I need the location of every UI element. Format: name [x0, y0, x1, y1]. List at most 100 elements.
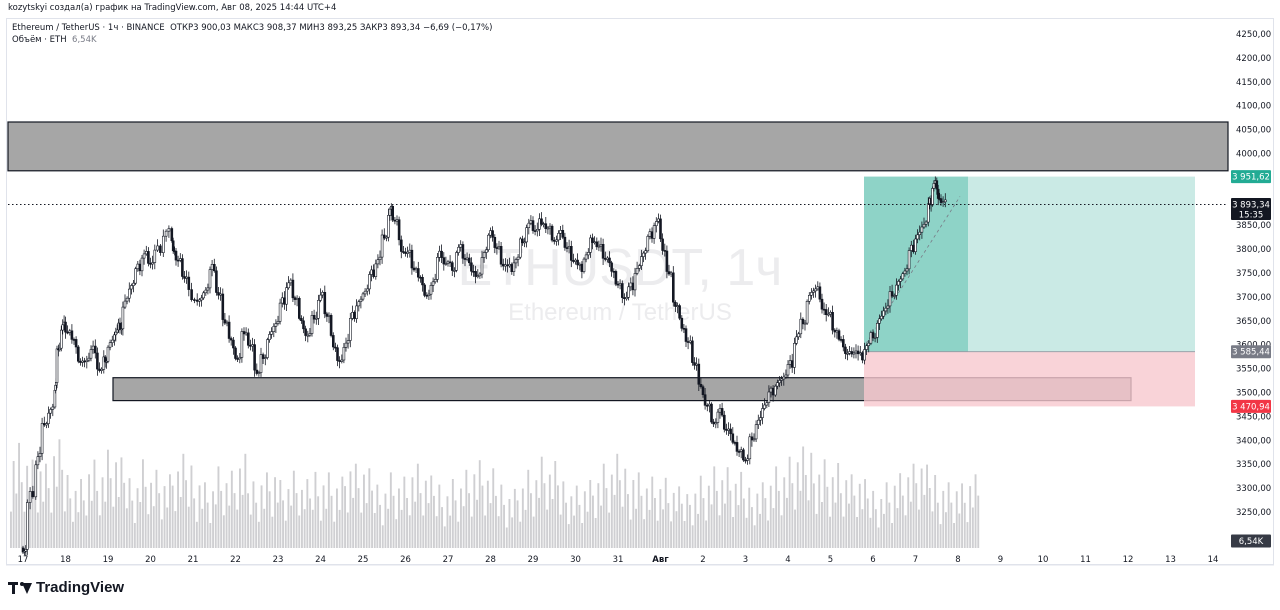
- candle-up: [788, 360, 792, 365]
- candle-down: [565, 247, 569, 249]
- candle-down: [725, 428, 728, 431]
- candle-up: [111, 339, 114, 344]
- volume-bar: [756, 493, 759, 548]
- volume-bar: [363, 474, 365, 548]
- volume-bar: [166, 507, 169, 548]
- volume-bar: [45, 463, 47, 548]
- candle-up: [438, 250, 441, 258]
- volume-bar: [473, 474, 476, 548]
- volume-bar: [893, 485, 896, 548]
- volume-bar: [171, 485, 174, 548]
- candle-down: [661, 238, 664, 251]
- candle-up: [153, 249, 157, 263]
- candle-up: [85, 359, 89, 363]
- volume-bar: [468, 493, 470, 548]
- volume-bar: [198, 485, 201, 548]
- candle-up: [308, 333, 312, 336]
- candle-up: [754, 424, 758, 440]
- candle-down: [705, 404, 709, 407]
- candle-up: [907, 250, 911, 270]
- candle-up: [669, 272, 673, 275]
- candle-down: [31, 491, 35, 498]
- candle-down: [576, 259, 579, 266]
- candle-up: [582, 258, 586, 272]
- volume-bar: [589, 480, 592, 548]
- candle-up: [805, 300, 809, 324]
- candle-down: [850, 351, 854, 355]
- volume-bar: [314, 471, 317, 548]
- volume-bar: [354, 463, 357, 548]
- candle-down: [159, 245, 162, 253]
- candle-up: [538, 218, 541, 230]
- volume-bar: [82, 500, 85, 548]
- candle-up: [793, 342, 796, 368]
- candle-down: [650, 231, 654, 239]
- volume-bar: [767, 520, 769, 548]
- volume-bar: [624, 468, 627, 548]
- volume-bar: [581, 523, 584, 548]
- volume-bar: [478, 460, 481, 548]
- candle-down: [608, 257, 611, 264]
- volume-bar: [605, 488, 608, 548]
- volume-bar: [368, 468, 371, 548]
- resistance-zone[interactable]: [7, 121, 1229, 172]
- volume-bar: [530, 493, 532, 548]
- candle-up: [748, 436, 752, 460]
- candle-up: [918, 231, 922, 235]
- volume-bar: [567, 524, 570, 548]
- candle-down: [720, 408, 724, 416]
- candle-up: [888, 291, 892, 307]
- candle-up: [317, 299, 320, 319]
- candle-down: [236, 358, 239, 360]
- volume-bar: [928, 488, 931, 548]
- x-tick-label: 11: [1080, 555, 1091, 565]
- tradingview-brand[interactable]: TradingView: [8, 579, 124, 596]
- x-tick-label: 28: [485, 555, 496, 565]
- candle-down: [247, 332, 250, 346]
- candle-up: [478, 273, 482, 277]
- candle-up: [858, 352, 862, 355]
- volume-bar: [274, 477, 276, 548]
- volume-bar: [963, 502, 966, 548]
- candle-up: [695, 363, 698, 366]
- volume-bar: [489, 503, 492, 548]
- volume-bar: [39, 471, 42, 548]
- volume-bar: [971, 507, 974, 548]
- volume-label[interactable]: Объём · ETH: [12, 35, 67, 45]
- x-tick-label: 12: [1123, 555, 1134, 565]
- symbol-title[interactable]: Ethereum / TetherUS · 1ч · BINANCE: [12, 23, 165, 33]
- candle-up: [727, 428, 730, 431]
- candle-up: [878, 318, 881, 324]
- candle-down: [174, 250, 178, 261]
- volume-bar: [740, 471, 743, 548]
- candle-up: [257, 372, 261, 374]
- volume-bar: [446, 496, 449, 548]
- volume-bar: [481, 485, 484, 548]
- candle-down: [329, 314, 333, 336]
- volume-bar: [721, 480, 724, 548]
- position-loss-zone[interactable]: [864, 351, 1195, 407]
- candle-down: [70, 330, 74, 340]
- volume-bar: [61, 469, 64, 548]
- candle-up: [557, 233, 560, 241]
- volume-bar: [484, 515, 487, 548]
- candle-down: [470, 262, 473, 272]
- volume-bar: [947, 482, 950, 548]
- x-tick-label: 21: [188, 555, 199, 565]
- volume-bar: [136, 488, 139, 548]
- volume-bar: [352, 497, 355, 548]
- candle-down: [491, 230, 494, 238]
- volume-bar: [252, 481, 255, 548]
- volume-bar: [707, 485, 710, 548]
- x-tick-label: 8: [955, 555, 960, 565]
- candle-up: [363, 290, 367, 295]
- candle-up: [310, 314, 314, 334]
- candle-up: [436, 256, 439, 280]
- candle-up: [931, 188, 934, 206]
- candle-down: [253, 344, 256, 371]
- candle-up: [508, 264, 511, 267]
- candle-up: [867, 342, 871, 346]
- volume-bar: [152, 506, 155, 548]
- candle-down: [678, 305, 681, 319]
